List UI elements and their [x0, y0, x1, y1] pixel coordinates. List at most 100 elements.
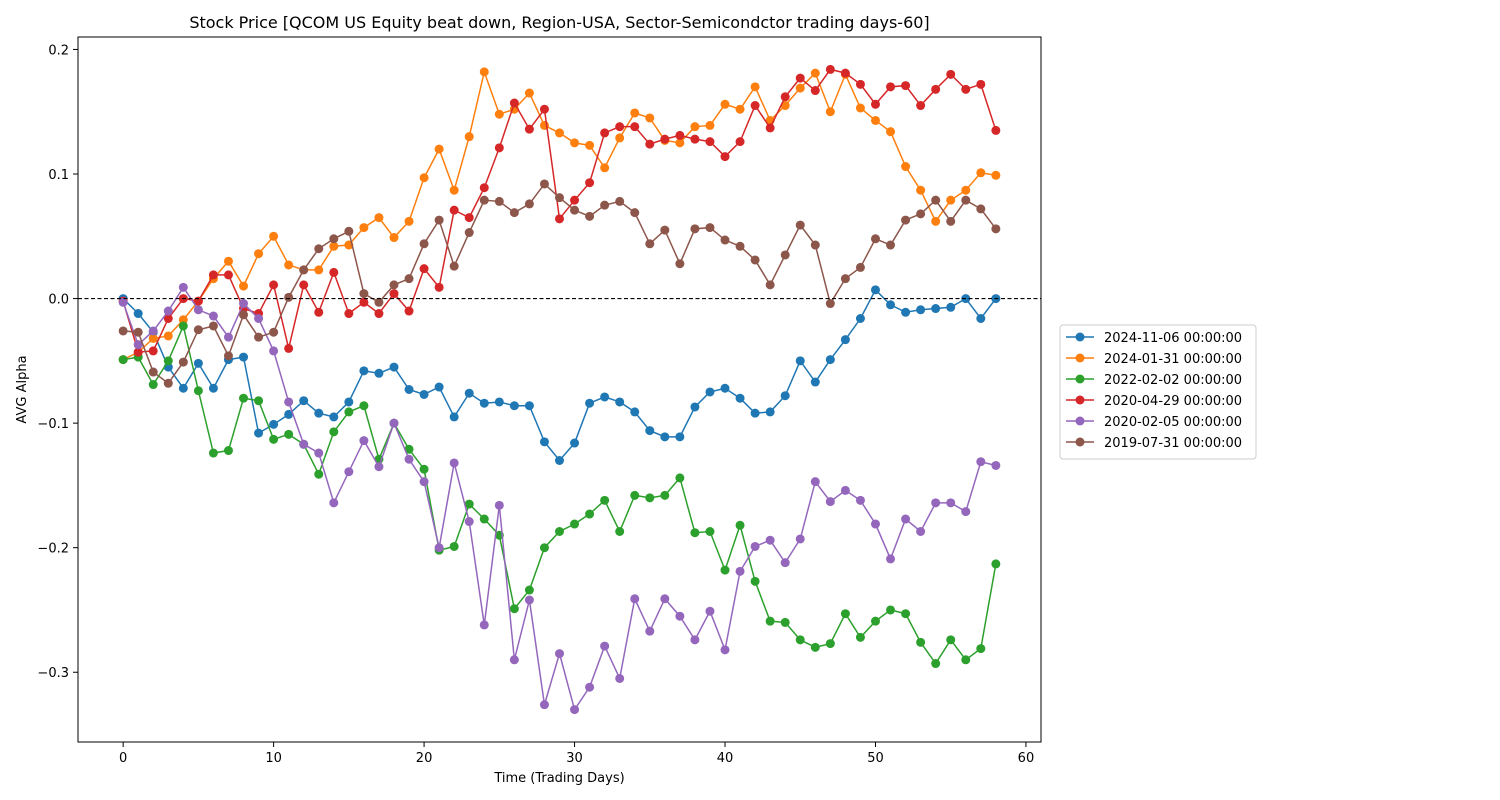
data-point — [916, 209, 926, 219]
data-point — [494, 397, 504, 407]
data-point — [239, 352, 249, 362]
data-point — [163, 331, 173, 341]
data-point — [780, 250, 790, 260]
legend-item: 2022-02-02 00:00:00 — [1066, 373, 1242, 388]
data-point — [344, 397, 354, 407]
data-point — [163, 378, 173, 388]
data-point — [600, 641, 610, 651]
data-point — [449, 412, 459, 422]
data-point — [735, 566, 745, 576]
data-point — [855, 103, 865, 113]
data-point — [615, 526, 625, 536]
data-point — [630, 108, 640, 118]
data-point — [931, 659, 941, 669]
data-point — [148, 346, 158, 356]
data-point — [494, 109, 504, 119]
data-point — [810, 377, 820, 387]
data-point — [555, 526, 564, 536]
data-point — [148, 380, 158, 390]
series-5 — [118, 282, 1001, 715]
data-point — [780, 617, 790, 627]
data-point — [675, 473, 685, 483]
data-point — [795, 220, 805, 230]
data-point — [299, 265, 309, 275]
data-point — [961, 655, 971, 665]
data-point — [901, 81, 911, 91]
legend-marker — [1075, 437, 1085, 447]
data-point — [870, 616, 880, 626]
data-point — [163, 306, 173, 316]
y-axis: −0.3 −0.2 −0.1 0.0 0.1 0.2 — [37, 43, 78, 681]
data-point — [509, 604, 519, 614]
data-point — [539, 104, 549, 114]
data-point — [840, 335, 850, 345]
data-point — [961, 507, 971, 517]
data-point — [840, 485, 850, 495]
data-point — [374, 462, 384, 472]
data-point — [389, 289, 399, 299]
x-axis-label: Time (Trading Days) — [493, 771, 624, 786]
data-point — [645, 139, 655, 149]
data-point — [660, 490, 670, 500]
data-point — [449, 541, 459, 551]
data-point — [419, 477, 429, 487]
data-point — [961, 84, 971, 94]
data-point — [870, 115, 880, 125]
data-point — [389, 280, 399, 290]
data-point — [329, 412, 339, 422]
data-point — [705, 120, 715, 130]
data-point — [344, 226, 354, 236]
data-point — [314, 448, 324, 458]
data-point — [269, 346, 279, 356]
data-point — [479, 183, 489, 193]
plot-area — [78, 64, 1041, 715]
data-point — [810, 68, 820, 78]
x-tick-label: 20 — [416, 751, 433, 766]
data-point — [570, 519, 580, 529]
data-point — [133, 327, 143, 337]
data-point — [720, 383, 730, 393]
data-point — [133, 340, 143, 350]
data-point — [118, 297, 128, 307]
data-point — [419, 239, 429, 249]
data-point — [825, 299, 835, 309]
data-point — [795, 356, 805, 366]
data-point — [178, 282, 188, 292]
legend-label: 2024-11-06 00:00:00 — [1104, 331, 1242, 346]
data-point — [163, 356, 173, 366]
data-point — [419, 464, 429, 474]
data-point — [901, 609, 911, 619]
data-point — [419, 173, 429, 183]
data-point — [359, 297, 369, 307]
data-point — [419, 264, 429, 274]
data-point — [765, 280, 775, 290]
data-point — [886, 554, 896, 564]
x-axis: 0 10 20 30 40 50 60 — [119, 742, 1034, 766]
data-point — [434, 282, 444, 292]
data-point — [870, 519, 880, 529]
data-point — [705, 223, 715, 233]
data-point — [148, 333, 158, 343]
data-point — [479, 398, 489, 408]
data-point — [314, 265, 324, 275]
data-point — [961, 195, 971, 205]
data-point — [931, 84, 941, 94]
data-point — [284, 343, 294, 353]
data-point — [870, 285, 880, 295]
data-point — [585, 211, 595, 221]
data-point — [750, 408, 760, 418]
data-point — [991, 559, 1001, 569]
data-point — [223, 256, 233, 266]
data-point — [976, 457, 986, 467]
data-point — [269, 419, 279, 429]
data-point — [404, 385, 414, 394]
data-point — [991, 125, 1001, 135]
data-point — [870, 234, 880, 244]
data-point — [840, 609, 850, 619]
data-point — [675, 432, 685, 442]
data-point — [374, 368, 384, 378]
data-point — [524, 401, 534, 411]
data-point — [389, 233, 399, 243]
data-point — [901, 162, 911, 172]
